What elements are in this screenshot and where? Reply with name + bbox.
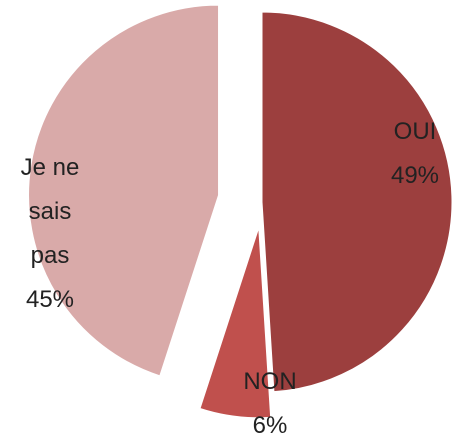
slice-value-label: 49% (390, 162, 440, 189)
pie-slice (28, 4, 220, 377)
slice-label: NON (243, 368, 297, 395)
pie-slice (261, 11, 453, 393)
slice-label: Je ne sais pas (20, 154, 80, 269)
pie-slice (199, 227, 272, 419)
slice-label: OUI (393, 118, 437, 145)
slice-value-label: 45% (25, 286, 75, 313)
slice-value-label: 6% (252, 412, 288, 439)
